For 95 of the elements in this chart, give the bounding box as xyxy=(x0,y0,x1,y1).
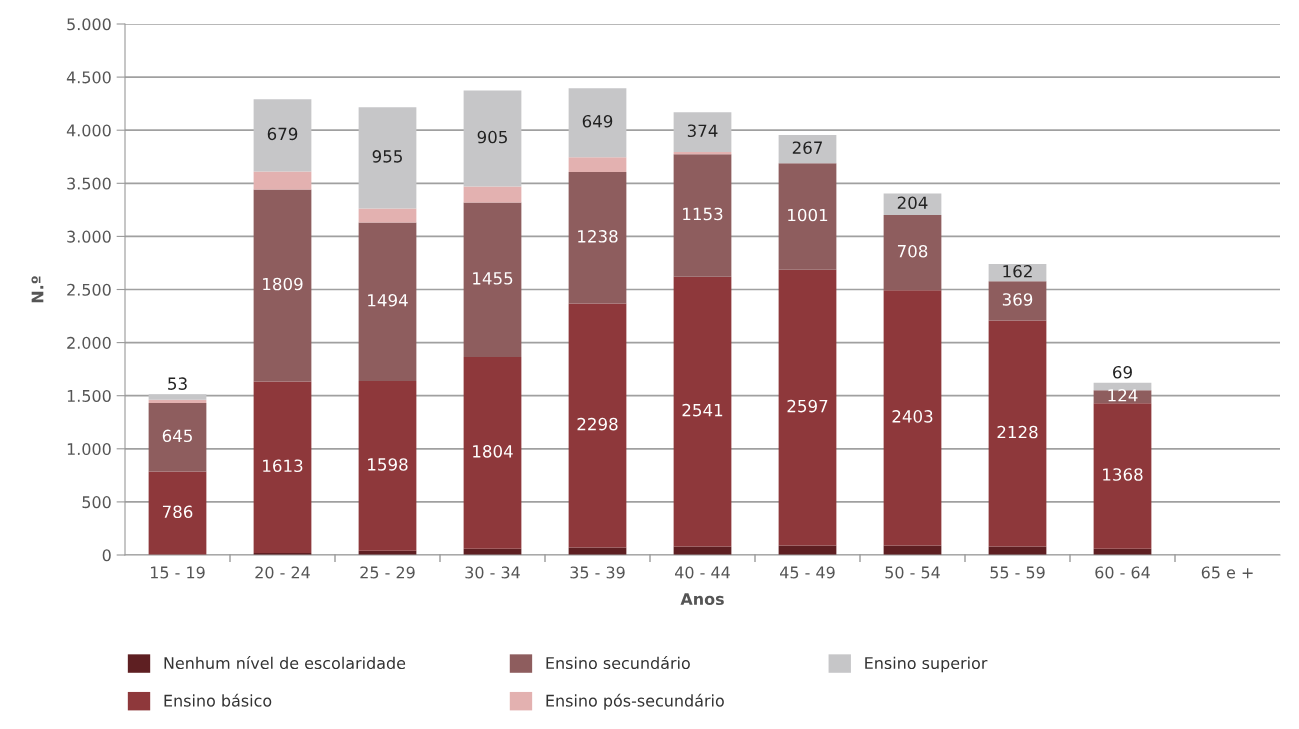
bar xyxy=(148,399,207,404)
legend-label: Ensino básico xyxy=(164,693,272,707)
x-tick-label: 35 - 39 xyxy=(570,566,625,579)
y-tick-label: 3.000 xyxy=(67,230,111,243)
data-label: 1809 xyxy=(263,277,303,291)
bar xyxy=(358,381,417,551)
bar xyxy=(673,276,732,547)
data-label: 2403 xyxy=(892,410,933,423)
bar xyxy=(883,215,942,291)
bar xyxy=(463,186,522,203)
x-tick-label: 15 - 19 xyxy=(150,566,205,579)
data-label: 1494 xyxy=(368,293,408,307)
bar xyxy=(673,112,732,153)
legend-label: Ensino pós-secundário xyxy=(546,693,724,710)
bar xyxy=(253,171,312,190)
legend-label: Ensino superior xyxy=(865,656,988,673)
bar xyxy=(778,163,837,270)
bar xyxy=(463,202,522,358)
x-tick-label: 30 - 34 xyxy=(465,566,520,579)
bar xyxy=(673,154,732,277)
bar xyxy=(1093,403,1152,549)
x-tick-label: 40 - 44 xyxy=(675,566,730,579)
bar xyxy=(463,357,522,549)
x-tick-label: 45 - 49 xyxy=(780,566,835,579)
legend-label: Ensino secundário xyxy=(546,656,690,670)
data-label: 2128 xyxy=(997,425,1038,439)
x-tick-label: 20 - 24 xyxy=(255,566,310,579)
data-label: 369 xyxy=(1002,293,1033,306)
data-label: 2541 xyxy=(682,403,723,417)
x-tick-label: 50 - 54 xyxy=(885,566,940,579)
bar xyxy=(358,107,417,209)
data-label: 2597 xyxy=(787,399,828,413)
bar xyxy=(463,90,522,187)
bar xyxy=(568,172,627,304)
y-tick-label: 2.500 xyxy=(67,283,111,296)
data-label: 2298 xyxy=(577,417,618,431)
data-label: 69 xyxy=(1113,365,1132,379)
bar xyxy=(148,471,207,555)
y-tick-label: 500 xyxy=(82,496,111,509)
data-label: 162 xyxy=(1003,264,1032,278)
data-label: 1804 xyxy=(473,445,513,458)
data-label: 708 xyxy=(897,244,928,258)
data-label: 1598 xyxy=(368,458,408,471)
data-label: 267 xyxy=(792,141,822,154)
data-label: 374 xyxy=(687,124,718,138)
bar xyxy=(988,281,1047,321)
y-tick-label: 4.500 xyxy=(66,71,111,84)
data-label: 1153 xyxy=(683,207,723,221)
data-label: 1455 xyxy=(473,272,513,285)
y-tick-label: 0 xyxy=(102,549,111,562)
y-tick-label: 1.000 xyxy=(67,443,111,456)
data-label: 1238 xyxy=(578,230,618,243)
bar xyxy=(568,157,627,173)
y-tick-label: 3.500 xyxy=(67,177,111,190)
bar xyxy=(358,222,417,382)
bar xyxy=(883,193,942,216)
data-label: 124 xyxy=(1108,388,1138,402)
bar xyxy=(358,208,417,223)
data-label: 905 xyxy=(477,130,507,144)
x-tick-label: 25 - 29 xyxy=(360,566,415,579)
bar xyxy=(148,394,207,400)
bar xyxy=(253,381,312,553)
bar xyxy=(1093,382,1152,391)
y-tick-label: 4.000 xyxy=(66,124,111,137)
data-label: 1368 xyxy=(1103,468,1143,481)
bar xyxy=(673,152,732,155)
x-axis-title: Anos xyxy=(680,593,724,606)
bar xyxy=(568,303,627,548)
data-label: 679 xyxy=(267,127,298,141)
bar xyxy=(778,269,837,546)
y-tick-label: 1.500 xyxy=(67,389,111,402)
y-axis-title: N.º xyxy=(31,276,44,303)
bar xyxy=(778,545,837,555)
x-tick-label: 65 e + xyxy=(1201,566,1253,579)
x-tick-label: 55 - 59 xyxy=(990,566,1045,579)
data-label: 645 xyxy=(162,429,192,443)
bar xyxy=(883,290,942,546)
bar xyxy=(778,134,837,164)
y-tick-label: 5.000 xyxy=(67,18,111,31)
bar xyxy=(568,88,627,158)
bar xyxy=(253,189,312,382)
data-label: 649 xyxy=(582,114,613,128)
legend-label: Nenhum nível de escolaridade xyxy=(164,656,406,670)
bar xyxy=(988,320,1047,547)
data-label: 1613 xyxy=(263,459,303,473)
data-label: 955 xyxy=(372,150,402,163)
data-label: 53 xyxy=(168,377,187,390)
data-label: 204 xyxy=(897,196,928,210)
bar xyxy=(883,545,942,555)
data-label: 1001 xyxy=(788,208,828,222)
x-tick-label: 60 - 64 xyxy=(1095,566,1150,579)
bar xyxy=(253,99,312,172)
y-tick-label: 2.000 xyxy=(67,336,111,349)
bar xyxy=(148,403,207,472)
data-label: 786 xyxy=(162,505,193,519)
